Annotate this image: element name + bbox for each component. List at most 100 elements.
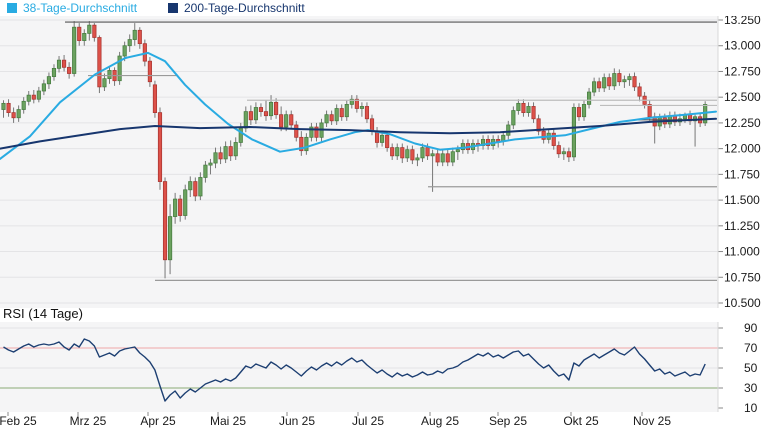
candlestick	[637, 86, 642, 97]
candlestick	[56, 59, 62, 69]
candlestick	[137, 29, 142, 45]
candlestick	[344, 104, 349, 118]
candlestick	[602, 77, 607, 89]
candlestick	[536, 118, 541, 132]
candlestick	[395, 147, 400, 157]
candlestick	[415, 157, 420, 161]
candlestick	[349, 98, 354, 105]
month-axis-label: Sep 25	[489, 414, 527, 428]
candlestick	[274, 101, 279, 116]
candlestick	[11, 112, 16, 119]
candlestick	[597, 81, 602, 89]
candlestick	[233, 142, 238, 157]
candlestick	[162, 181, 168, 261]
candlestick	[561, 151, 566, 155]
candlestick	[26, 94, 31, 102]
candlestick	[586, 91, 592, 105]
candlestick	[612, 73, 617, 87]
candlestick	[314, 126, 319, 138]
candlestick	[157, 112, 163, 182]
candlestick	[193, 181, 198, 197]
candlestick	[440, 153, 445, 163]
candlestick	[21, 100, 26, 110]
candlestick	[627, 76, 632, 81]
candlestick	[354, 98, 359, 109]
candlestick	[304, 136, 309, 152]
candlestick	[339, 108, 344, 118]
candlestick	[324, 114, 329, 124]
candlestick	[67, 66, 72, 74]
price-axis-label: 11.250	[724, 219, 760, 233]
legend-item-ma38[interactable]: 38-Tage-Durchschnitt	[7, 1, 137, 15]
month-axis-label: Apr 25	[140, 414, 176, 428]
candlestick	[243, 111, 248, 129]
candlestick	[188, 181, 193, 191]
candlestick	[41, 83, 46, 92]
candlestick	[551, 132, 556, 146]
ma38-legend-label: 38-Tage-Durchschnitt	[23, 1, 138, 15]
candlestick	[445, 153, 450, 163]
legend-item-ma200[interactable]: 200-Tage-Durchschnitt	[168, 1, 305, 15]
candlestick	[425, 147, 430, 157]
price-axis-label: 12.250	[724, 116, 761, 130]
candlestick	[486, 138, 491, 146]
candlestick	[77, 26, 82, 41]
candlestick	[617, 73, 622, 83]
candlestick	[385, 134, 390, 148]
candlestick	[647, 104, 652, 118]
candlestick	[147, 60, 152, 83]
candlestick	[87, 24, 92, 34]
candlestick	[51, 67, 57, 77]
candlestick	[218, 152, 223, 160]
main-plot-area	[0, 16, 718, 308]
candlestick	[6, 102, 11, 113]
rsi-axis-label: 10	[744, 401, 758, 415]
candlestick	[92, 24, 97, 38]
candlestick	[248, 111, 253, 121]
candlestick	[531, 106, 536, 120]
candlestick	[450, 151, 455, 163]
rsi-axis-label: 50	[744, 361, 758, 375]
candlestick	[97, 37, 102, 88]
candlestick	[203, 164, 208, 178]
candlestick	[430, 153, 435, 157]
month-axis-label: Okt 25	[563, 414, 599, 428]
candlestick	[72, 26, 77, 74]
candlestick	[183, 189, 188, 216]
rsi-plot-area	[0, 322, 718, 412]
candlestick	[178, 198, 183, 216]
price-axis-label: 11.500	[724, 193, 760, 207]
price-axis-label: 12.750	[724, 64, 761, 78]
month-axis-label: Feb 25	[0, 414, 37, 428]
price-axis-label: 11.750	[724, 167, 760, 181]
candlestick	[268, 101, 274, 117]
candlestick	[253, 107, 258, 121]
ma200-legend-label: 200-Tage-Durchschnitt	[184, 1, 305, 15]
candlestick	[410, 149, 415, 161]
candlestick	[31, 94, 36, 100]
candlestick	[622, 79, 627, 83]
candlestick	[279, 114, 284, 128]
candlestick	[132, 29, 137, 40]
rsi-axis-label: 90	[744, 321, 758, 335]
candlestick	[526, 106, 531, 113]
price-axis-label: 11.000	[724, 245, 760, 259]
rsi-line	[3, 338, 706, 402]
candlestick	[435, 153, 440, 163]
candlestick	[581, 104, 587, 118]
candlestick	[364, 106, 370, 120]
ma38-line	[0, 51, 717, 160]
candlestick	[521, 102, 526, 113]
month-axis-label: Jun 25	[279, 414, 315, 428]
rsi-axis-label: 30	[744, 381, 758, 395]
candlestick	[263, 111, 269, 117]
candlestick	[566, 151, 571, 158]
candlestick	[405, 149, 410, 159]
candlestick	[198, 177, 203, 197]
candlestick	[309, 126, 314, 138]
candlestick	[455, 149, 460, 153]
candlestick	[82, 33, 87, 41]
candlestick	[420, 147, 425, 159]
candlestick	[511, 110, 516, 126]
price-axis-label: 10.500	[724, 296, 761, 310]
